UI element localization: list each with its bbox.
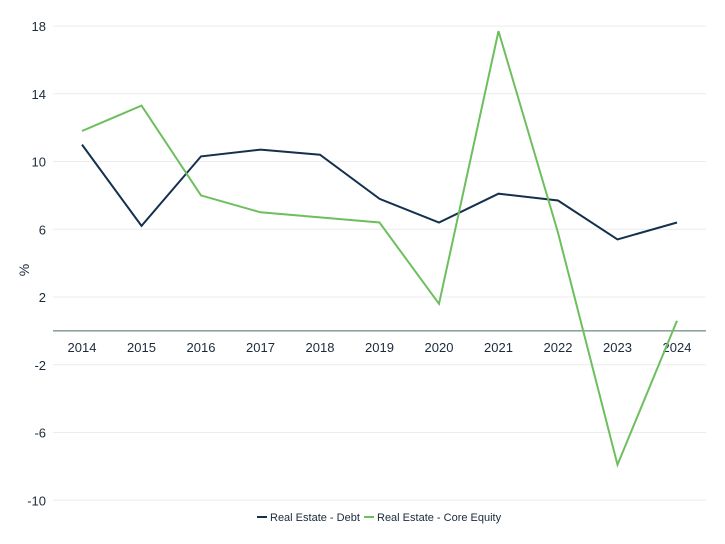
- x-tick-label: 2014: [68, 340, 97, 355]
- y-tick-label: 18: [32, 19, 46, 34]
- x-tick-label: 2015: [127, 340, 156, 355]
- gridlines: [53, 25, 706, 501]
- x-tick-label: 2021: [484, 340, 513, 355]
- y-tick-label: -10: [27, 493, 46, 508]
- x-tick-label: 2018: [306, 340, 335, 355]
- x-tick-label: 2019: [365, 340, 394, 355]
- y-tick-label: 6: [39, 222, 46, 237]
- legend-label: Real Estate - Core Equity: [377, 512, 502, 524]
- series-line-core-equity: [81, 30, 678, 468]
- x-tick-label: 2016: [187, 340, 216, 355]
- y-tick-label: 2: [39, 290, 46, 305]
- x-tick-label: 2020: [425, 340, 454, 355]
- x-axis-ticks: 2014 2015 2016 2017 2018 2019 2020 2021 2022 2023…: [68, 340, 692, 355]
- x-tick-label: 2022: [544, 340, 573, 355]
- legend-label: Real Estate - Debt: [270, 512, 360, 524]
- y-axis-ticks: 18 14 10 6 2 -2 -6 -10: [27, 19, 46, 508]
- y-tick-label: -2: [34, 358, 46, 373]
- y-axis-label: %: [16, 264, 32, 276]
- y-tick-label: 14: [32, 87, 46, 102]
- legend: Real Estate - Debt Real Estate - Core Equ…: [257, 512, 502, 524]
- x-tick-label: 2023: [603, 340, 632, 355]
- y-tick-label: 10: [32, 155, 46, 170]
- series-line-debt: [81, 144, 678, 241]
- x-tick-label: 2024: [663, 340, 692, 355]
- y-tick-label: -6: [34, 426, 46, 441]
- series-lines: [81, 30, 678, 468]
- x-tick-label: 2017: [246, 340, 275, 355]
